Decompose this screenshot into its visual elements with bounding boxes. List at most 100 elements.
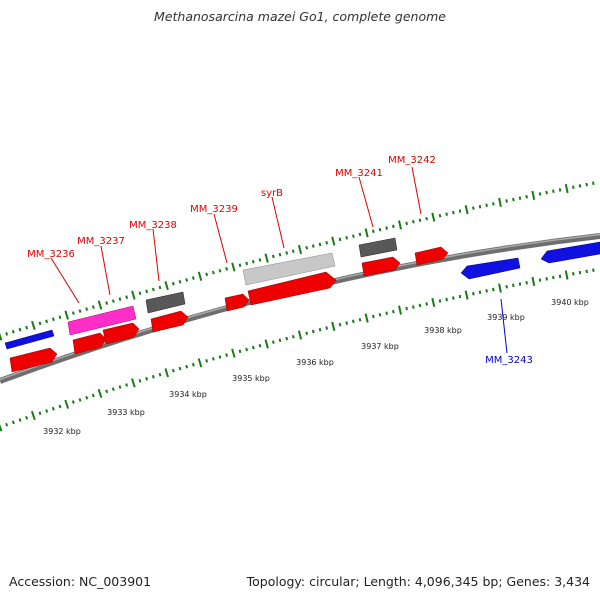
minor-tick — [125, 383, 129, 387]
minor-tick — [305, 331, 309, 336]
major-tick — [131, 290, 136, 300]
pseudo-gene-block[interactable] — [67, 305, 137, 336]
minor-tick — [251, 259, 255, 264]
reverse-gene-arrow[interactable] — [460, 257, 521, 280]
minor-tick — [138, 378, 142, 383]
minor-tick — [78, 309, 82, 313]
upper-tick-ring — [0, 181, 595, 341]
minor-tick — [178, 280, 182, 284]
minor-tick — [238, 349, 242, 354]
minor-tick — [258, 343, 262, 348]
minor-tick — [118, 297, 122, 302]
minor-tick — [378, 313, 382, 317]
dark-feature-block[interactable] — [358, 237, 398, 258]
minor-tick — [358, 232, 362, 237]
minor-tick — [445, 297, 448, 302]
minor-tick — [425, 302, 428, 306]
minor-tick — [238, 263, 242, 268]
gene-label-mm-3237[interactable]: MM_3237 — [77, 236, 125, 247]
minor-tick — [38, 321, 42, 326]
major-tick — [30, 410, 36, 421]
minor-tick — [85, 395, 89, 400]
forward-gene-arrow[interactable] — [247, 271, 337, 306]
minor-tick — [71, 311, 75, 315]
major-tick — [431, 297, 436, 308]
minor-tick — [58, 404, 62, 409]
major-tick — [297, 244, 303, 255]
minor-tick — [318, 242, 322, 247]
minor-tick — [211, 270, 215, 275]
minor-tick — [385, 226, 388, 230]
minor-tick — [345, 235, 348, 240]
minor-tick — [552, 275, 555, 280]
gene-label-mm-3243[interactable]: MM_3243 — [485, 355, 533, 366]
forward-gene-arrow[interactable] — [150, 310, 189, 333]
minor-tick — [572, 185, 575, 189]
forward-gene-arrow[interactable] — [361, 256, 401, 277]
minor-tick — [18, 418, 22, 422]
major-tick — [531, 276, 536, 286]
minor-tick — [325, 326, 329, 330]
minor-tick — [372, 229, 375, 234]
minor-tick — [71, 400, 75, 404]
minor-tick — [45, 319, 49, 324]
minor-tick — [185, 278, 189, 282]
minor-tick — [512, 283, 515, 288]
major-tick — [464, 205, 469, 215]
light-feature-block[interactable] — [242, 252, 336, 286]
minor-tick — [518, 282, 522, 286]
minor-tick — [458, 294, 462, 299]
minor-tick — [585, 182, 588, 187]
forward-gene-arrow[interactable] — [224, 293, 250, 312]
gene-label-mm-3241[interactable]: MM_3241 — [335, 168, 383, 179]
gene-label-mm-3238[interactable]: MM_3238 — [129, 220, 177, 231]
major-tick — [431, 212, 436, 222]
minor-tick — [271, 340, 275, 344]
minor-tick — [158, 285, 162, 290]
gene-label-mm-3242[interactable]: MM_3242 — [388, 155, 436, 166]
minor-tick — [545, 277, 548, 281]
minor-tick — [105, 389, 109, 394]
gene-label-mm-3236[interactable]: MM_3236 — [27, 249, 75, 260]
gene-label-syrb[interactable]: syrB — [261, 188, 283, 199]
forward-gene-arrow[interactable] — [9, 347, 58, 373]
major-tick — [264, 253, 269, 263]
accession-text: Accession: NC_003901 — [9, 574, 152, 589]
minor-tick — [51, 317, 55, 322]
minor-tick — [418, 218, 422, 223]
major-tick — [564, 183, 569, 194]
major-tick — [498, 283, 502, 293]
minor-tick — [145, 376, 149, 381]
forward-gene-arrow[interactable] — [72, 332, 107, 355]
minor-tick — [58, 315, 62, 320]
minor-tick — [285, 336, 289, 341]
minor-tick — [412, 305, 415, 309]
scale-label: 3938 kbp — [424, 326, 462, 335]
dark-feature-block[interactable] — [145, 291, 186, 314]
minor-tick — [25, 325, 29, 330]
minor-tick — [385, 311, 388, 316]
minor-tick — [45, 409, 49, 413]
major-tick — [331, 236, 336, 246]
minor-tick — [492, 287, 495, 292]
minor-tick — [78, 398, 82, 402]
major-tick — [64, 310, 69, 320]
minor-tick — [412, 219, 415, 224]
major-tick — [64, 399, 70, 409]
scale-label: 3936 kbp — [296, 358, 334, 367]
forward-gene-arrow[interactable] — [414, 246, 449, 266]
minor-tick — [552, 189, 555, 194]
gene-label-mm-3239[interactable]: MM_3239 — [190, 204, 238, 215]
minor-tick — [505, 284, 508, 289]
reverse-gene-arrow[interactable] — [540, 241, 600, 264]
forward-gene-arrow[interactable] — [102, 322, 140, 345]
reverse-gene-arrow[interactable] — [4, 329, 55, 350]
scale-label-group: 3932 kbp 3933 kbp 3934 kbp 3935 kbp 3936 kbp… — [43, 298, 589, 436]
minor-tick — [11, 420, 15, 425]
minor-tick — [205, 272, 209, 277]
minor-tick — [205, 359, 209, 363]
minor-tick — [291, 334, 295, 339]
minor-tick — [185, 364, 189, 369]
